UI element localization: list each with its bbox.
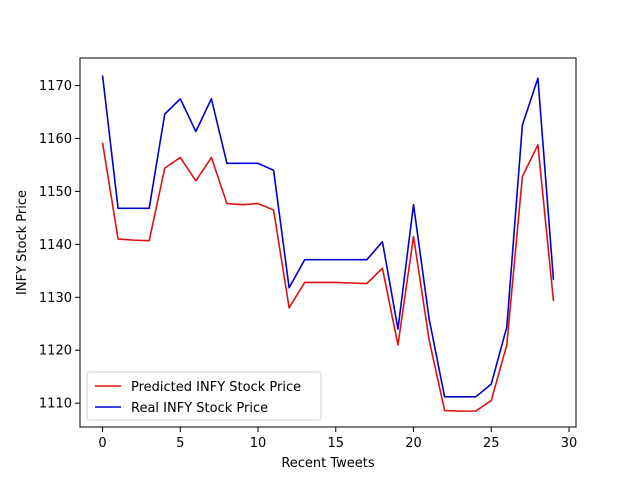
x-tick-label: 10: [250, 436, 267, 451]
y-axis-label: INFY Stock Price: [15, 190, 30, 295]
y-axis: 1110 1120 1130 1140 1150 1160 1170: [39, 79, 80, 412]
series-line-0: [101, 142, 555, 412]
x-tick-label: 25: [483, 436, 500, 451]
x-tick-label: 30: [561, 436, 578, 451]
x-tick-label: 0: [98, 436, 106, 451]
y-tick-label: 1130: [39, 291, 72, 306]
legend-label-predicted: Predicted INFY Stock Price: [131, 380, 301, 395]
y-tick-label: 1160: [39, 132, 72, 147]
plot-background: [80, 58, 576, 427]
y-tick-label: 1170: [39, 79, 72, 94]
legend-label-real: Real INFY Stock Price: [131, 401, 268, 416]
legend-box: [86, 371, 322, 421]
y-tick-label: 1110: [39, 397, 72, 412]
y-tick-label: 1120: [39, 344, 72, 359]
plot-frame: [79, 57, 577, 428]
x-tick-label: 5: [176, 436, 184, 451]
y-tick-label: 1140: [39, 238, 72, 253]
y-tick-label: 1150: [39, 185, 72, 200]
x-tick-label: 20: [405, 436, 422, 451]
x-axis: 0 5 10 15 20 25 30: [98, 427, 577, 451]
series-layer: [101, 75, 555, 412]
legend: Predicted INFY Stock Price Real INFY Sto…: [86, 371, 322, 421]
series-line-1: [101, 75, 555, 398]
x-tick-label: 15: [328, 436, 345, 451]
x-axis-label: Recent Tweets: [281, 456, 375, 471]
